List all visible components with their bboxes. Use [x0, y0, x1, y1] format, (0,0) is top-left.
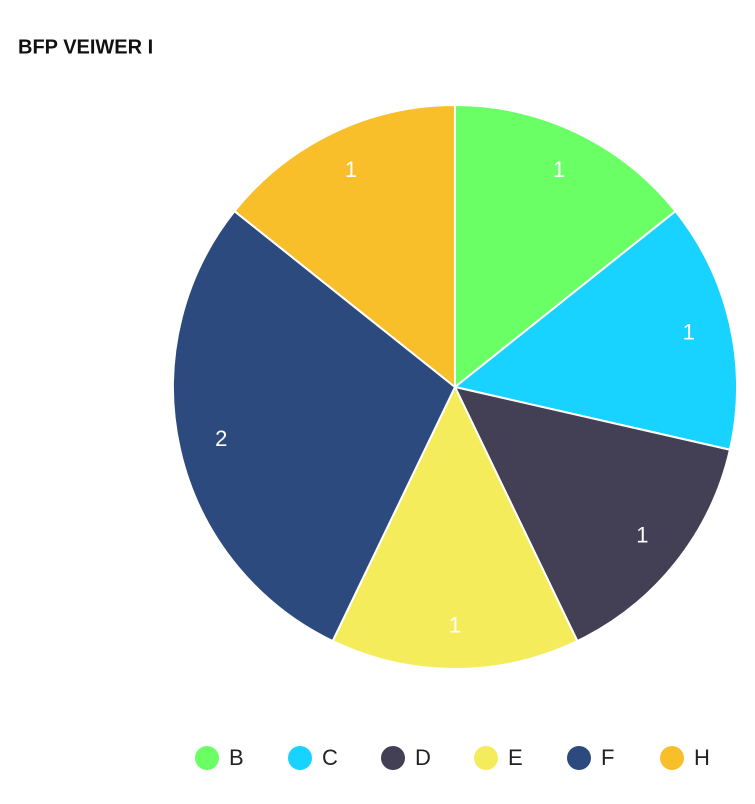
legend-marker[interactable]	[195, 746, 219, 770]
legend-marker[interactable]	[474, 746, 498, 770]
slice-label: 1	[449, 613, 461, 638]
legend-marker[interactable]	[288, 746, 312, 770]
pie-slice	[452, 209, 738, 451]
slice-label: 1	[345, 157, 357, 182]
legend-label[interactable]: F	[601, 745, 614, 770]
slice-label: 1	[683, 319, 695, 344]
slice-label: 1	[553, 157, 565, 182]
pie-slice	[331, 384, 579, 670]
legend-label[interactable]: D	[415, 745, 431, 770]
legend-marker[interactable]	[381, 746, 405, 770]
pie-slice	[454, 103, 677, 390]
legend-marker[interactable]	[660, 746, 684, 770]
pie-slice	[172, 209, 457, 643]
legend-label[interactable]: B	[229, 745, 244, 770]
pie-slice	[453, 385, 732, 643]
legend-marker[interactable]	[567, 746, 591, 770]
legend-label[interactable]: E	[508, 745, 523, 770]
slice-label: 2	[215, 426, 227, 451]
chart-title: BFP VEIWER I	[18, 36, 153, 58]
legend-label[interactable]: C	[322, 745, 338, 770]
slice-label: 1	[636, 522, 648, 547]
legend-label[interactable]: H	[694, 745, 710, 770]
pie-slice	[233, 103, 456, 390]
